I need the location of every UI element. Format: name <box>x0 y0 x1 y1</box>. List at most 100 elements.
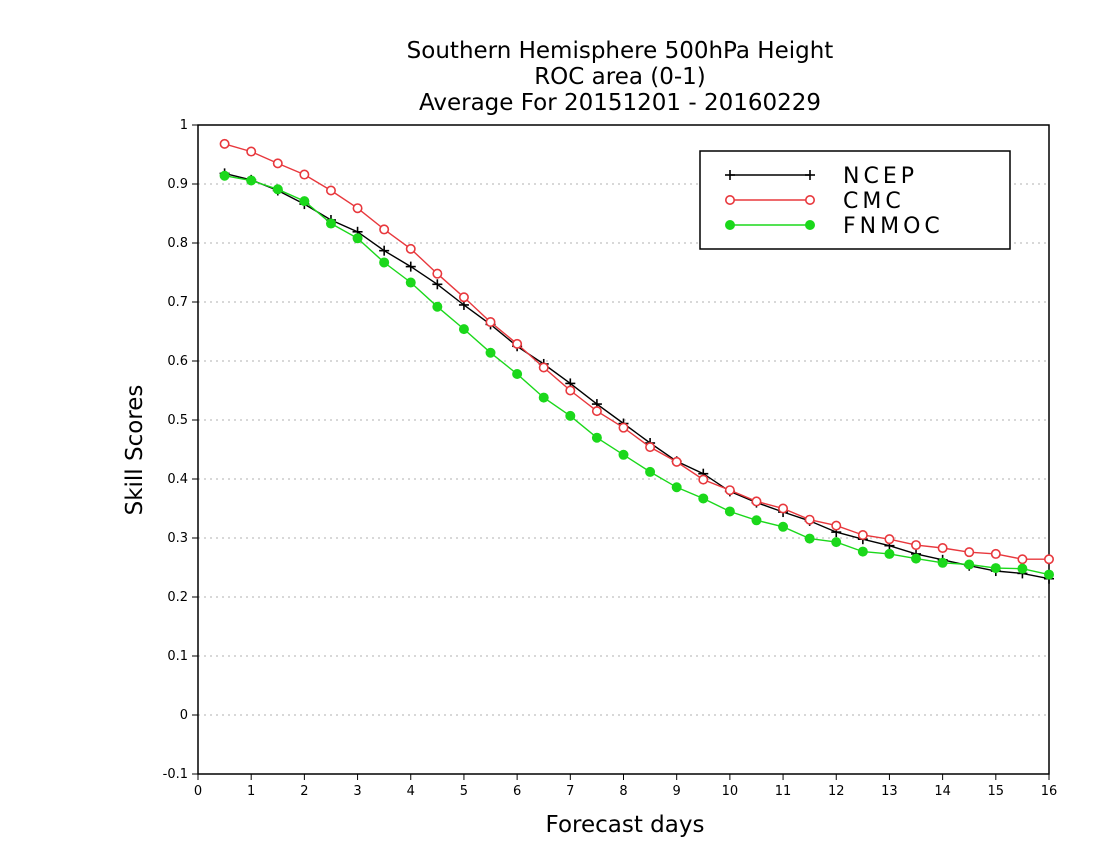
data-point-fnmoc <box>857 546 868 557</box>
x-tick-label: 9 <box>673 784 681 799</box>
data-point-fnmoc <box>964 559 975 570</box>
data-point-fnmoc <box>618 449 629 460</box>
x-tick-label: 1 <box>247 784 255 799</box>
data-point-fnmoc <box>325 218 336 229</box>
legend-label-ncep: NCEP <box>843 164 918 189</box>
data-point-fnmoc <box>272 184 283 195</box>
y-tick-label: 1 <box>180 118 188 133</box>
legend-marker-cmc <box>804 195 815 206</box>
data-point-fnmoc <box>751 515 762 526</box>
data-point-fnmoc <box>1044 569 1054 580</box>
legend-entry-cmc: CMC <box>724 189 905 214</box>
series-cmc <box>219 138 1055 565</box>
x-tick-label: 7 <box>566 784 574 799</box>
y-tick-label: 0.7 <box>167 295 188 310</box>
y-tick-label: 0.3 <box>167 531 188 546</box>
data-point-cmc <box>911 540 922 551</box>
legend-marker-ncep <box>725 170 735 180</box>
x-tick-label: 6 <box>513 784 521 799</box>
data-point-cmc <box>671 456 682 467</box>
x-tick-label: 11 <box>775 784 792 799</box>
x-tick-label: 10 <box>722 784 739 799</box>
data-point-fnmoc <box>591 432 602 443</box>
data-point-cmc <box>857 530 868 541</box>
data-point-cmc <box>432 268 443 279</box>
x-tick-label: 12 <box>828 784 845 799</box>
y-tick-label: 0 <box>180 708 188 723</box>
data-point-cmc <box>458 292 469 303</box>
data-point-fnmoc <box>352 233 363 244</box>
title-line-2: ROC area (0-1) <box>534 64 706 90</box>
data-point-cmc <box>299 169 310 180</box>
data-point-fnmoc <box>565 410 576 421</box>
legend-label-cmc: CMC <box>843 189 905 214</box>
data-point-cmc <box>405 243 416 254</box>
data-point-cmc <box>937 543 948 554</box>
data-point-cmc <box>565 385 576 396</box>
data-point-cmc <box>538 362 549 373</box>
data-point-ncep <box>432 279 443 290</box>
axis-ticks: -0.100.10.20.30.40.50.60.70.80.910 1 2 3 4 5 6… <box>163 118 1058 799</box>
data-point-fnmoc <box>485 347 496 358</box>
data-point-cmc <box>645 442 656 453</box>
data-point-fnmoc <box>990 563 1001 574</box>
title-line-1: Southern Hemisphere 500hPa Height <box>407 38 834 64</box>
legend-entry-ncep: NCEP <box>725 164 918 189</box>
data-point-fnmoc <box>804 533 815 544</box>
x-tick-label: 16 <box>1041 784 1058 799</box>
data-point-ncep <box>379 245 390 256</box>
legend-entry-fnmoc: FNMOC <box>725 214 940 239</box>
chart-title: Southern Hemisphere 500hPa Height ROC ar… <box>407 38 834 116</box>
data-point-cmc <box>724 485 735 496</box>
legend-marker-fnmoc <box>725 220 735 230</box>
data-point-cmc <box>325 185 336 196</box>
x-tick-label: 0 <box>194 784 202 799</box>
data-point-fnmoc <box>778 521 789 532</box>
legend-marker-ncep <box>805 170 815 180</box>
x-tick-label: 3 <box>353 784 361 799</box>
y-tick-label: 0.8 <box>167 236 188 251</box>
legend-marker-fnmoc <box>805 220 815 230</box>
x-tick-label: 2 <box>300 784 308 799</box>
data-point-fnmoc <box>432 301 443 312</box>
data-point-cmc <box>272 158 283 169</box>
x-axis-label: Forecast days <box>546 812 705 838</box>
grid-lines <box>198 183 1049 716</box>
data-point-cmc <box>698 474 709 485</box>
data-point-cmc <box>379 224 390 235</box>
data-point-fnmoc <box>512 368 523 379</box>
data-point-fnmoc <box>458 324 469 335</box>
data-point-cmc <box>964 547 975 558</box>
x-tick-label: 8 <box>619 784 627 799</box>
y-tick-label: 0.5 <box>167 413 188 428</box>
series-line-ncep <box>224 172 1050 580</box>
data-point-fnmoc <box>724 506 735 517</box>
legend-marker-cmc <box>724 195 735 206</box>
data-point-cmc <box>219 138 230 149</box>
data-point-ncep <box>405 261 416 272</box>
data-point-fnmoc <box>884 548 895 559</box>
data-point-fnmoc <box>937 557 948 568</box>
data-point-fnmoc <box>246 175 257 186</box>
title-line-3: Average For 20151201 - 20160229 <box>419 90 821 116</box>
data-point-cmc <box>831 520 842 531</box>
x-tick-label: 4 <box>407 784 415 799</box>
data-point-cmc <box>884 534 895 545</box>
y-tick-label: 0.2 <box>167 590 188 605</box>
data-point-cmc <box>778 503 789 514</box>
data-point-cmc <box>246 146 257 157</box>
x-tick-label: 13 <box>881 784 898 799</box>
data-series <box>219 138 1055 584</box>
y-tick-label: -0.1 <box>163 767 188 782</box>
data-point-cmc <box>990 548 1001 559</box>
data-point-fnmoc <box>831 537 842 548</box>
data-point-fnmoc <box>405 277 416 288</box>
series-fnmoc <box>219 170 1054 580</box>
y-tick-label: 0.9 <box>167 177 188 192</box>
data-point-cmc <box>804 514 815 525</box>
x-tick-label: 5 <box>460 784 468 799</box>
data-point-cmc <box>591 406 602 417</box>
